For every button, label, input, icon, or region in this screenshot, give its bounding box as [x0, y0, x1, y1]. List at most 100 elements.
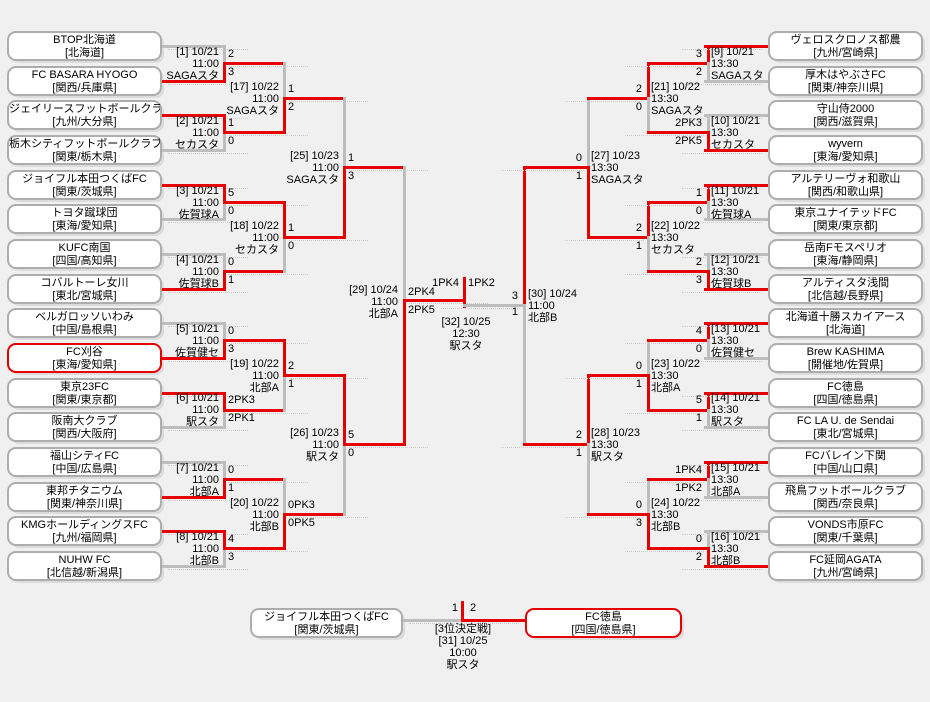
score-top: 2: [635, 83, 642, 95]
bracket-line: [223, 201, 226, 221]
score-bottom: 3: [695, 274, 702, 286]
match-label-30: [30] 10/24 11:00 北部B: [528, 288, 643, 324]
team-box: VONDS市原FC [関東/千葉県]: [768, 516, 923, 546]
team-box: Brew KASHIMA [開催地/佐賀県]: [768, 343, 923, 373]
score-top: 5: [348, 429, 355, 441]
score-top: 2: [635, 222, 642, 234]
bracket-line: [625, 409, 710, 414]
match-venue: 北部A: [189, 486, 219, 498]
team-name: VONDS市原FC: [807, 519, 884, 531]
score-bottom: 1: [695, 412, 702, 424]
team-region: [関東/東京都]: [52, 394, 117, 406]
team-name: トヨタ蹴球団: [51, 207, 118, 219]
match-no-date: [2] 10/21: [176, 115, 219, 127]
score-bottom: 3: [228, 551, 235, 563]
bracket-line: [707, 409, 710, 429]
bracket-line: [647, 201, 650, 239]
score-bottom: 2: [695, 551, 702, 563]
team-name: ヴェロスクロノス都農: [790, 34, 901, 46]
score-top: 5: [228, 187, 235, 199]
bracket-line: [223, 478, 308, 483]
team-box: 阪南大クラブ [関西/大阪府]: [7, 412, 162, 442]
match-label-22: [22] 10/22 13:30 セカスタ: [651, 220, 766, 256]
team-box: ジェイリースフットボールクラブ [九州/大分県]: [7, 100, 162, 130]
match-label-24: [24] 10/22 13:30 北部B: [651, 497, 766, 533]
match-no-date: [30] 10/24: [528, 288, 577, 300]
bracket-line: [223, 409, 226, 429]
bracket-line: [625, 270, 710, 275]
bracket-line: [707, 201, 710, 221]
match-no-date: [28] 10/23: [591, 427, 640, 439]
team-region: [東海/静岡県]: [813, 255, 878, 267]
match-venue: 佐賀健セ: [175, 347, 219, 359]
bracket-line: [647, 97, 650, 134]
team-region: [四国/高知県]: [52, 255, 117, 267]
team-name: KUFC南国: [58, 242, 111, 254]
team-box: BTOP北海道 [北海道]: [7, 31, 162, 61]
bracket-line: [162, 496, 248, 501]
score-top: 1: [288, 83, 295, 95]
bracket-line: [223, 530, 226, 550]
score-bottom: 0: [635, 101, 642, 113]
team-name: FC延岡AGATA: [809, 554, 882, 566]
bracket-line: [707, 392, 710, 412]
score-top: 0: [228, 325, 235, 337]
match-time: 11:00: [528, 300, 555, 312]
bracket-line: [283, 339, 286, 376]
bracket-line: [682, 184, 768, 189]
match-no-date: [11] 10/21: [711, 185, 760, 197]
match-venue: 佐賀球A: [711, 209, 752, 221]
team-region: [四国/徳島県]: [571, 624, 636, 636]
match-time: 13:30: [651, 370, 679, 382]
team-box: FCバレイン下関 [中国/山口県]: [768, 447, 923, 477]
bracket-line: [223, 547, 226, 568]
score-bottom: 0: [348, 447, 355, 459]
match-time: 11:00: [252, 232, 279, 244]
team-name: ジェイリースフットボールクラブ: [9, 103, 160, 115]
bracket-line: [682, 80, 768, 85]
bracket-line: [523, 304, 526, 446]
team-name: コバルトーレ女川: [40, 277, 129, 289]
score-bottom: 1: [575, 170, 582, 182]
team-box: NUHW FC [北信越/新潟県]: [7, 551, 162, 581]
bracket-line: [223, 270, 308, 275]
team-region: [北海道]: [825, 324, 866, 336]
match-time: 11:00: [192, 404, 219, 416]
match-label-29: [29] 10/24 11:00 北部A: [283, 284, 398, 320]
bracket-line: [343, 166, 428, 171]
team-region: [関東/千葉県]: [813, 532, 878, 544]
team-name: 厚木はやぶさFC: [805, 69, 886, 81]
score-bottom: 2PK1: [228, 412, 255, 424]
match-no-date: [23] 10/22: [651, 358, 700, 370]
score-top: 4: [695, 325, 702, 337]
bracket-line: [707, 339, 710, 360]
bracket-line: [283, 374, 368, 379]
team-region: [関東/神奈川県]: [46, 498, 123, 510]
match-time: 13:30: [711, 543, 739, 555]
bracket-line: [343, 443, 346, 516]
score-top: 2PK3: [228, 394, 255, 406]
bracket-line: [501, 166, 590, 171]
match-venue: 北部B: [651, 521, 681, 533]
bracket-line: [587, 166, 590, 239]
bracket-line: [223, 322, 226, 341]
match-no-date: [3] 10/21: [176, 185, 219, 197]
team-box: FC LA U. de Sendai [東北/宮城県]: [768, 412, 923, 442]
score-top: 2: [695, 256, 702, 268]
bracket-line: [223, 339, 226, 360]
match-venue: セカスタ: [175, 139, 219, 151]
team-name: KMGホールディングスFC: [21, 519, 148, 531]
score-bottom: 1: [288, 378, 295, 390]
match-time: 11:00: [252, 509, 279, 521]
bracket-line: [223, 201, 308, 206]
score-bottom: 1: [228, 482, 235, 494]
score-bottom: 1: [511, 306, 518, 318]
bracket-line: [565, 513, 650, 518]
bracket-line: [223, 131, 226, 152]
score-bottom: 3: [228, 343, 235, 355]
bracket-line: [682, 426, 768, 431]
team-name: ジョイフル本田つくばFC: [264, 611, 389, 623]
match-venue: SAGAスタ: [711, 70, 764, 82]
team-region: [関西/奈良県]: [813, 498, 878, 510]
team-region: [関東/東京都]: [813, 220, 878, 232]
